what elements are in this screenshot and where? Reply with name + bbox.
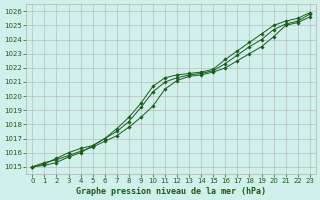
X-axis label: Graphe pression niveau de la mer (hPa): Graphe pression niveau de la mer (hPa)	[76, 187, 266, 196]
